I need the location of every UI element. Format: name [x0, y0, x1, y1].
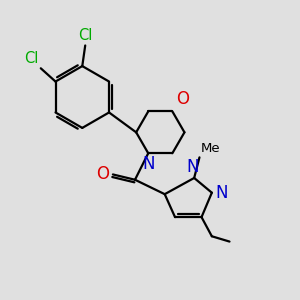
Text: N: N [215, 184, 228, 202]
Text: Me: Me [201, 142, 220, 155]
Text: O: O [96, 165, 110, 183]
Text: O: O [176, 91, 189, 109]
Text: Cl: Cl [79, 28, 93, 43]
Text: N: N [142, 155, 155, 173]
Text: N: N [186, 158, 199, 175]
Text: Cl: Cl [24, 51, 38, 66]
